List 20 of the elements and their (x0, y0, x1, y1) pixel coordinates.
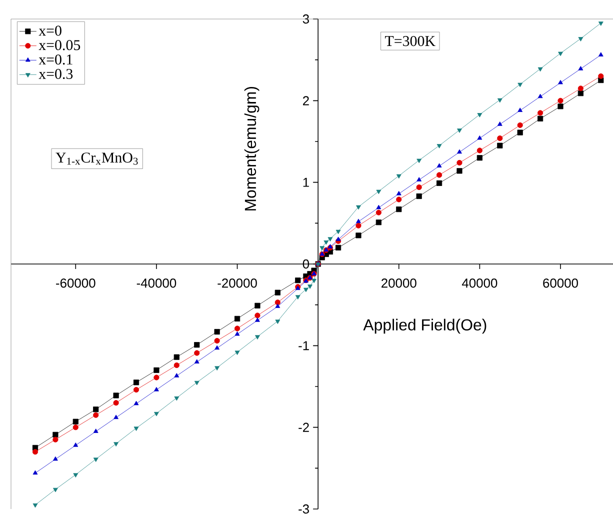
y-tick-label: -2 (298, 422, 309, 432)
legend-label: x=0.1 (38, 54, 72, 65)
legend-label: x=0.05 (38, 40, 80, 50)
y-tick-label: 1 (303, 178, 309, 187)
y-tick-label: 2 (303, 96, 309, 106)
y-tick-label: -1 (298, 341, 309, 350)
legend-label: x=0.3 (38, 68, 73, 80)
y-tick-label: -3 (298, 504, 309, 514)
y-axis-title: Moment(emu/gm) (244, 86, 260, 210)
x-tick-label: 20000 (382, 278, 416, 288)
x-tick-label: -40000 (136, 278, 176, 288)
y-tick-label: 3 (302, 14, 309, 24)
x-tick-label: 60000 (543, 278, 578, 288)
annotation: Y$_{1-x}$Cr$_{x}$MnO$_{3}$ (56, 152, 138, 165)
x-axis-title: Applied Field(Oe) (363, 318, 486, 334)
x-tick-label: -60000 (56, 278, 96, 288)
legend-label: x=0 (38, 26, 62, 36)
x-tick-label: -20000 (218, 278, 257, 288)
x-tick-label: 40000 (462, 278, 498, 288)
annotation: T=300K (385, 36, 436, 46)
